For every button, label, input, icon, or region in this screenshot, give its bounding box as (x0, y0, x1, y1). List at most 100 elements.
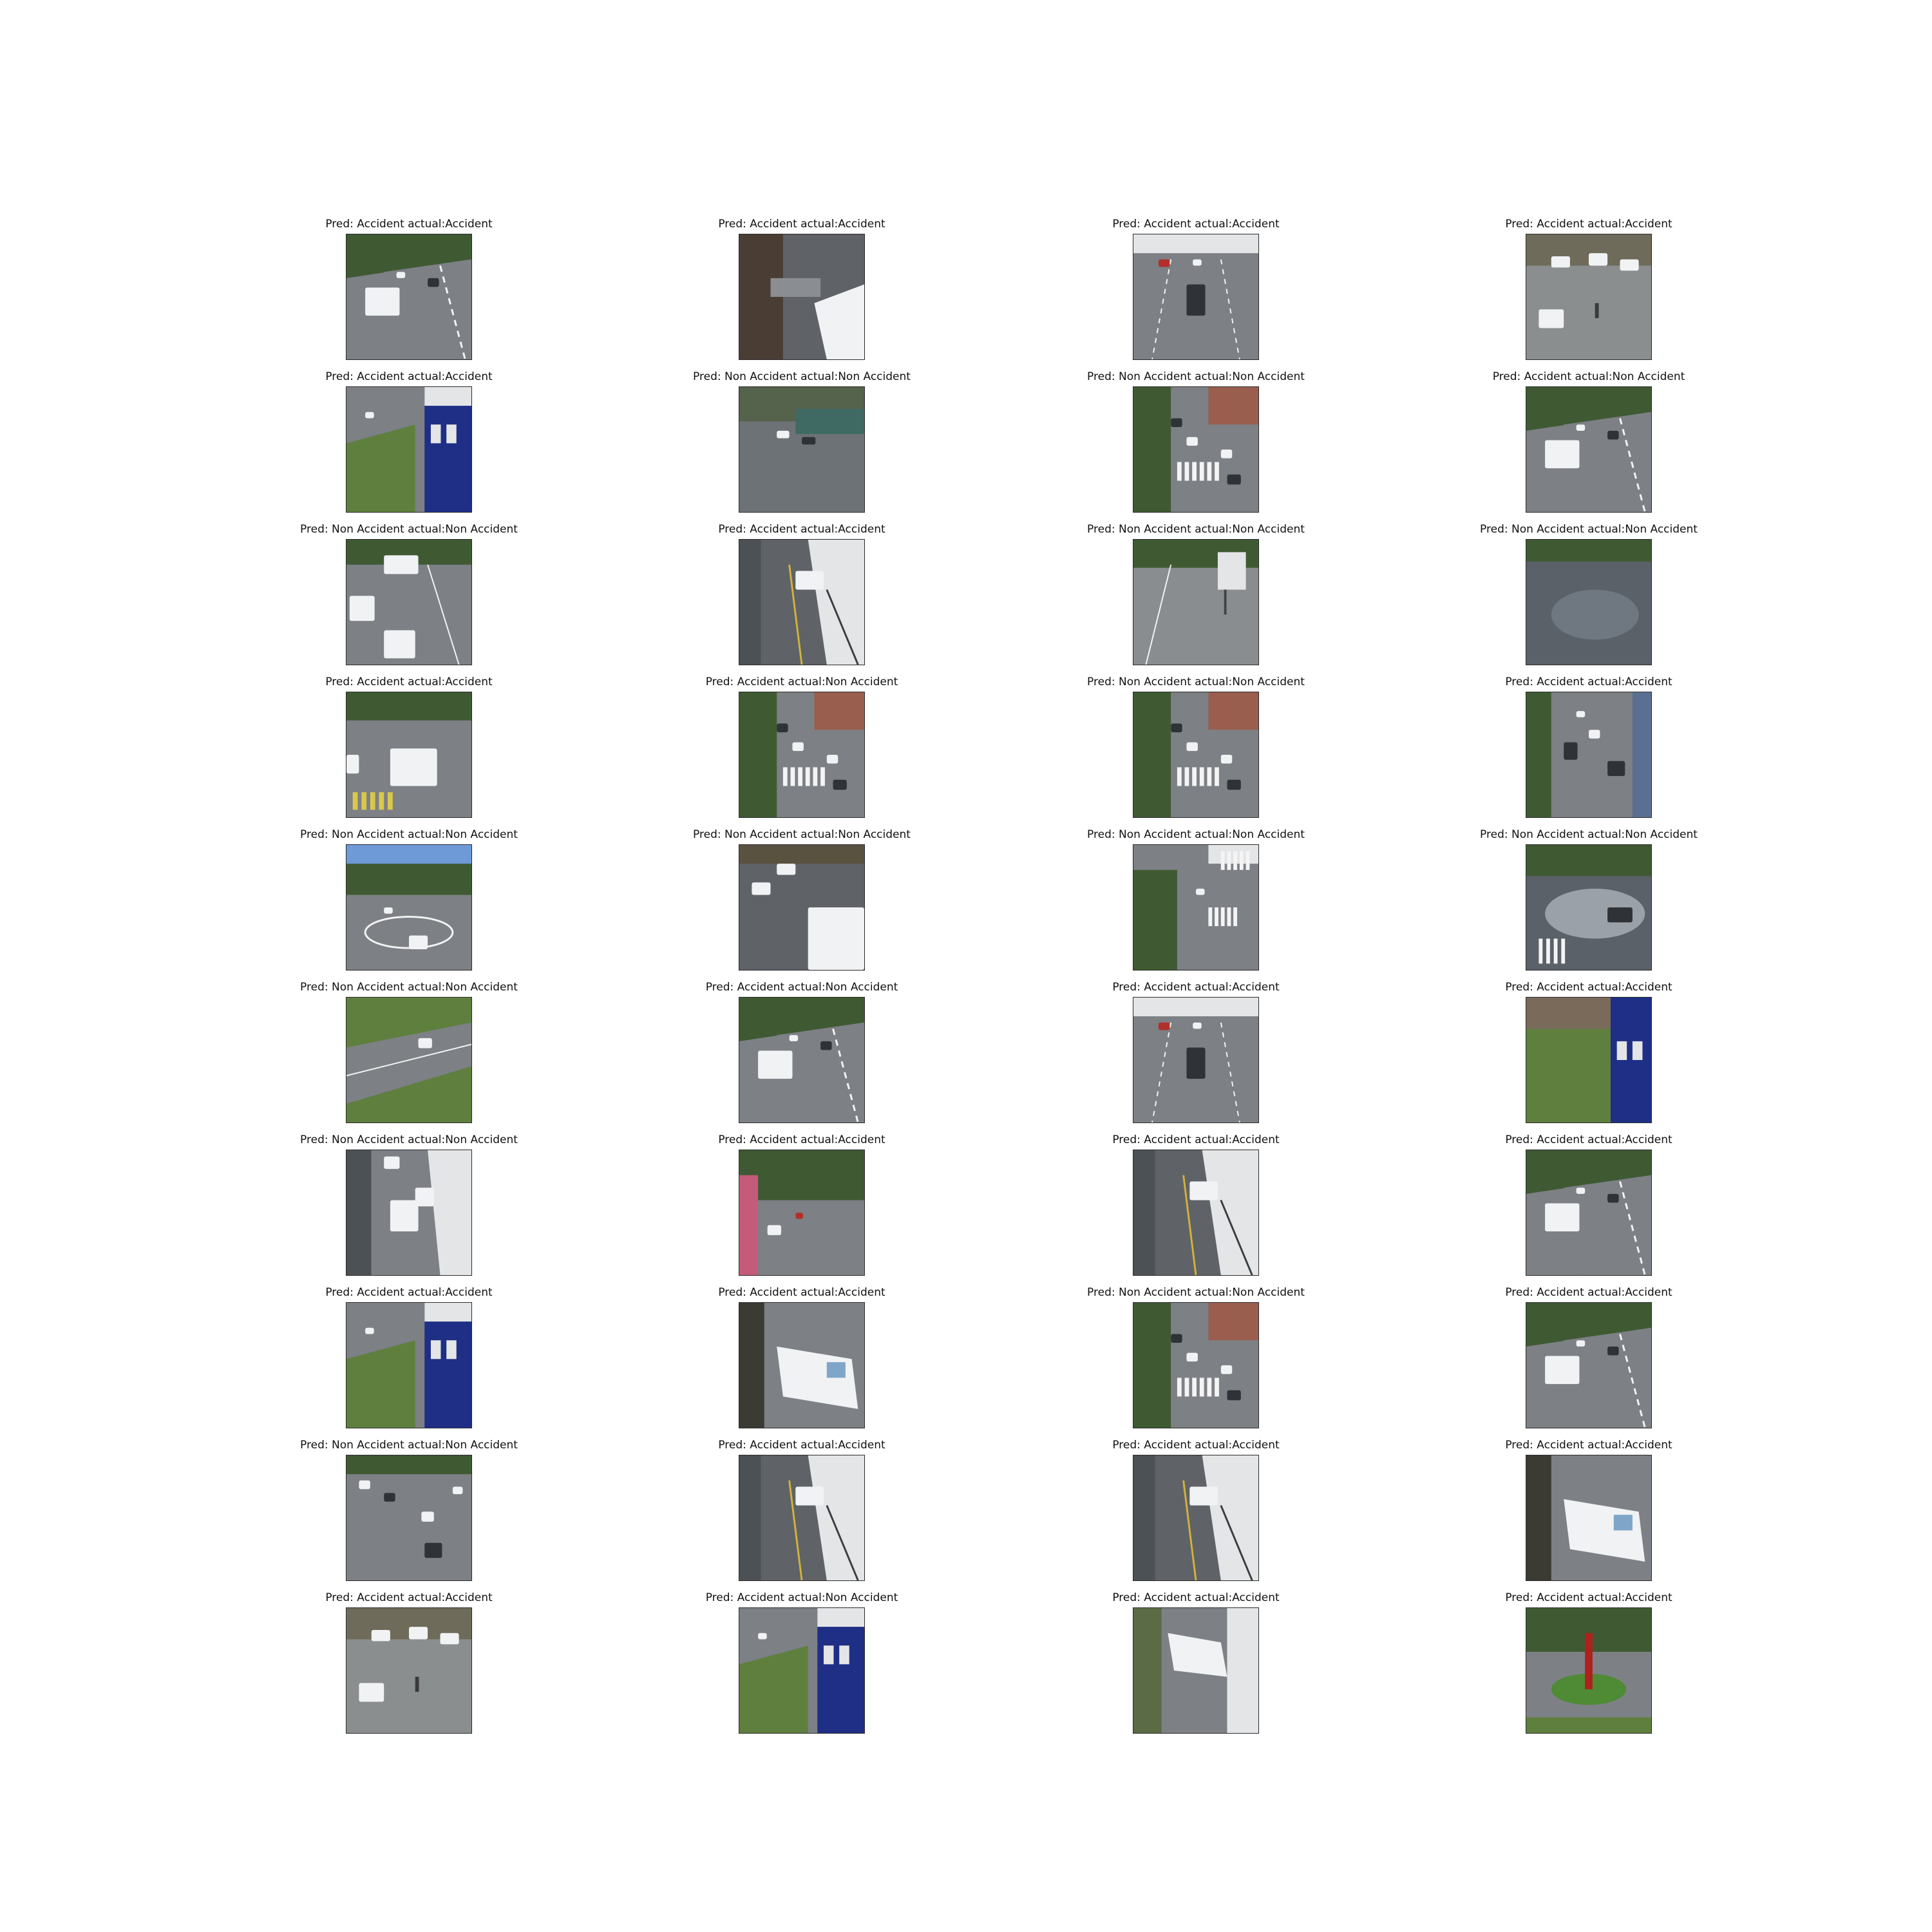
prediction-cell: Pred: Accident actual:Accident (274, 1589, 544, 1738)
prediction-cell: Pred: Accident actual:Accident (667, 1132, 937, 1280)
prediction-title: Pred: Non Accident actual:Non Accident (1061, 674, 1331, 690)
traffic-camera-image (346, 234, 472, 360)
traffic-camera-image (739, 539, 865, 665)
prediction-title: Pred: Accident actual:Accident (1454, 674, 1724, 690)
traffic-camera-image (1133, 234, 1259, 360)
prediction-title: Pred: Accident actual:Accident (274, 216, 544, 232)
prediction-title: Pred: Non Accident actual:Non Accident (274, 521, 544, 538)
prediction-title: Pred: Accident actual:Accident (667, 216, 937, 232)
prediction-title: Pred: Accident actual:Non Accident (667, 1589, 937, 1606)
prediction-cell: Pred: Accident actual:Accident (1061, 216, 1331, 364)
traffic-camera-image (1526, 844, 1652, 971)
prediction-cell: Pred: Accident actual:Accident (274, 368, 544, 516)
prediction-cell: Pred: Non Accident actual:Non Accident (1454, 521, 1724, 669)
traffic-camera-image (1526, 539, 1652, 665)
traffic-camera-image (1526, 1302, 1652, 1428)
traffic-camera-image (1526, 1455, 1652, 1581)
prediction-cell: Pred: Non Accident actual:Non Accident (274, 1437, 544, 1585)
traffic-camera-image (346, 1302, 472, 1428)
traffic-camera-image (1133, 539, 1259, 665)
prediction-cell: Pred: Accident actual:Accident (1454, 674, 1724, 822)
prediction-title: Pred: Accident actual:Non Accident (667, 979, 937, 996)
prediction-title: Pred: Accident actual:Accident (1061, 1437, 1331, 1454)
prediction-cell: Pred: Accident actual:Accident (274, 1284, 544, 1432)
prediction-title: Pred: Accident actual:Accident (274, 368, 544, 385)
prediction-title: Pred: Accident actual:Accident (1061, 1589, 1331, 1606)
traffic-camera-image (346, 692, 472, 818)
prediction-cell: Pred: Non Accident actual:Non Accident (274, 1132, 544, 1280)
prediction-cell: Pred: Non Accident actual:Non Accident (274, 826, 544, 974)
prediction-cell: Pred: Accident actual:Accident (1454, 1437, 1724, 1585)
prediction-cell: Pred: Accident actual:Accident (667, 521, 937, 669)
traffic-camera-image (346, 386, 472, 513)
prediction-cell: Pred: Accident actual:Accident (1061, 1589, 1331, 1738)
traffic-camera-image (346, 539, 472, 665)
prediction-title: Pred: Accident actual:Accident (1061, 1132, 1331, 1148)
prediction-title: Pred: Accident actual:Accident (667, 1437, 937, 1454)
prediction-cell: Pred: Accident actual:Accident (1454, 1132, 1724, 1280)
traffic-camera-image (739, 1150, 865, 1276)
prediction-cell: Pred: Accident actual:Accident (1061, 1437, 1331, 1585)
traffic-camera-image (346, 1150, 472, 1276)
prediction-cell: Pred: Accident actual:Accident (667, 1284, 937, 1432)
prediction-title: Pred: Accident actual:Non Accident (667, 674, 937, 690)
prediction-cell: Pred: Non Accident actual:Non Accident (274, 979, 544, 1127)
prediction-title: Pred: Non Accident actual:Non Accident (667, 368, 937, 385)
traffic-camera-image (1133, 997, 1259, 1123)
traffic-camera-image (739, 844, 865, 971)
prediction-cell: Pred: Non Accident actual:Non Accident (1061, 1284, 1331, 1432)
traffic-camera-image (346, 1455, 472, 1581)
traffic-camera-image (346, 1607, 472, 1734)
traffic-camera-image (1526, 386, 1652, 513)
traffic-camera-image (1133, 1455, 1259, 1581)
prediction-cell: Pred: Accident actual:Non Accident (667, 979, 937, 1127)
prediction-cell: Pred: Non Accident actual:Non Accident (1061, 674, 1331, 822)
prediction-title: Pred: Accident actual:Accident (667, 1132, 937, 1148)
prediction-cell: Pred: Accident actual:Accident (1061, 979, 1331, 1127)
prediction-title: Pred: Non Accident actual:Non Accident (274, 1437, 544, 1454)
traffic-camera-image (346, 844, 472, 971)
traffic-camera-image (1133, 1607, 1259, 1734)
prediction-title: Pred: Accident actual:Accident (667, 521, 937, 538)
prediction-title: Pred: Non Accident actual:Non Accident (667, 826, 937, 843)
traffic-camera-image (1526, 1607, 1652, 1734)
traffic-camera-image (346, 997, 472, 1123)
prediction-cell: Pred: Accident actual:Accident (1454, 216, 1724, 364)
prediction-cell: Pred: Accident actual:Accident (1454, 1284, 1724, 1432)
traffic-camera-image (1526, 1150, 1652, 1276)
traffic-camera-image (739, 1302, 865, 1428)
prediction-cell: Pred: Accident actual:Accident (1454, 1589, 1724, 1738)
prediction-title: Pred: Non Accident actual:Non Accident (274, 826, 544, 843)
traffic-camera-image (739, 692, 865, 818)
prediction-cell: Pred: Accident actual:Non Accident (667, 674, 937, 822)
prediction-cell: Pred: Non Accident actual:Non Accident (667, 368, 937, 516)
prediction-title: Pred: Non Accident actual:Non Accident (1061, 1284, 1331, 1301)
traffic-camera-image (739, 1607, 865, 1734)
prediction-cell: Pred: Accident actual:Accident (1454, 979, 1724, 1127)
traffic-camera-image (1526, 692, 1652, 818)
prediction-cell: Pred: Non Accident actual:Non Accident (1061, 521, 1331, 669)
prediction-cell: Pred: Accident actual:Non Accident (667, 1589, 937, 1738)
prediction-title: Pred: Accident actual:Accident (1454, 1132, 1724, 1148)
prediction-cell: Pred: Non Accident actual:Non Accident (274, 521, 544, 669)
traffic-camera-image (1133, 1302, 1259, 1428)
prediction-cell: Pred: Accident actual:Non Accident (1454, 368, 1724, 516)
prediction-title: Pred: Non Accident actual:Non Accident (1061, 521, 1331, 538)
traffic-camera-image (1526, 234, 1652, 360)
traffic-camera-image (739, 997, 865, 1123)
prediction-title: Pred: Accident actual:Accident (1061, 979, 1331, 996)
prediction-title: Pred: Accident actual:Accident (667, 1284, 937, 1301)
prediction-title: Pred: Accident actual:Accident (1454, 216, 1724, 232)
prediction-cell: Pred: Non Accident actual:Non Accident (667, 826, 937, 974)
prediction-cell: Pred: Non Accident actual:Non Accident (1454, 826, 1724, 974)
prediction-title: Pred: Non Accident actual:Non Accident (1454, 826, 1724, 843)
traffic-camera-image (739, 1455, 865, 1581)
prediction-title: Pred: Accident actual:Accident (1061, 216, 1331, 232)
prediction-title: Pred: Non Accident actual:Non Accident (274, 1132, 544, 1148)
prediction-cell: Pred: Non Accident actual:Non Accident (1061, 826, 1331, 974)
prediction-cell: Pred: Accident actual:Accident (667, 216, 937, 364)
traffic-camera-image (739, 234, 865, 360)
prediction-title: Pred: Accident actual:Accident (1454, 1437, 1724, 1454)
prediction-title: Pred: Accident actual:Accident (274, 1589, 544, 1606)
